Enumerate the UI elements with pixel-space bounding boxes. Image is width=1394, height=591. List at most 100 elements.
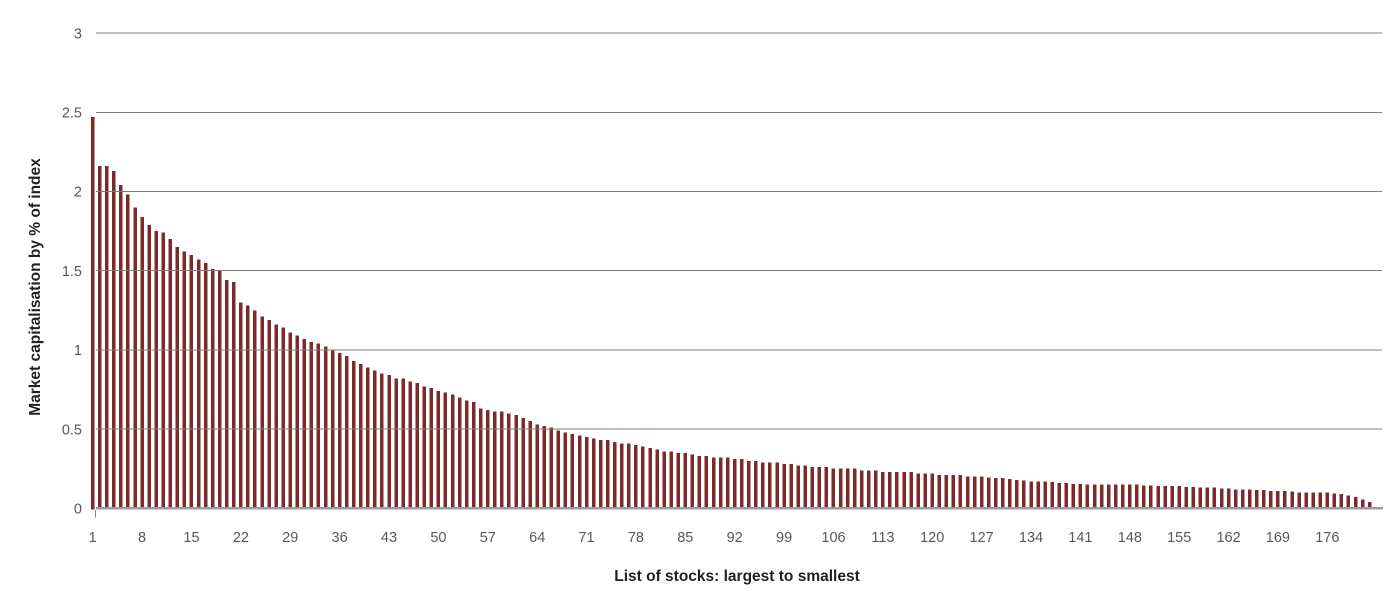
y-tick-label: 1 (74, 343, 82, 359)
bar (1156, 486, 1160, 510)
bar (316, 343, 321, 510)
bar (732, 459, 737, 510)
bar (831, 468, 836, 510)
x-tick-label: 106 (821, 530, 845, 546)
bar (669, 451, 673, 510)
bar (1099, 484, 1104, 510)
bar (288, 332, 292, 510)
bar (1367, 501, 1372, 510)
bar (436, 391, 441, 510)
bar (972, 476, 977, 510)
bar (175, 246, 180, 510)
bar (888, 471, 892, 510)
x-tick-label: 92 (727, 530, 743, 546)
x-tick-labels: 1 8 15 22 29 36 43 50 57 64 71 78 85 92 99 106 113 120 127… (89, 530, 1340, 546)
bar (182, 251, 187, 510)
bar (909, 471, 913, 510)
bar (789, 463, 793, 510)
x-tick-label: 29 (282, 530, 298, 546)
bar (500, 411, 504, 510)
x-tick-label: 43 (381, 530, 397, 546)
bar (1283, 490, 1287, 510)
bar (627, 443, 631, 510)
bar (366, 367, 370, 510)
bar (605, 440, 610, 510)
bar (535, 424, 539, 510)
x-tick-label: 176 (1315, 530, 1339, 546)
bar (387, 375, 391, 510)
bar (1360, 499, 1365, 510)
bar (1135, 484, 1139, 510)
bar (521, 418, 525, 510)
bar (1262, 490, 1266, 510)
bar (965, 476, 970, 510)
bar (359, 364, 363, 510)
bar (1078, 483, 1083, 510)
bar (514, 414, 518, 510)
bar (189, 254, 194, 510)
bar (1311, 492, 1315, 510)
bar (986, 477, 991, 510)
bar (253, 310, 257, 510)
bar (803, 465, 807, 510)
bar (761, 462, 765, 510)
bar (422, 386, 427, 510)
bar (1240, 489, 1245, 510)
bar (747, 460, 751, 510)
bars (90, 117, 1372, 510)
bar (958, 475, 963, 510)
bar (881, 471, 885, 510)
bar (1128, 484, 1132, 510)
bar (591, 438, 596, 510)
bar (1304, 492, 1308, 510)
bar (133, 207, 137, 510)
x-tick-label: 57 (480, 530, 496, 546)
bar (147, 224, 151, 510)
y-tick-label: 0 (74, 502, 82, 518)
x-tick-label: 148 (1118, 530, 1142, 546)
bar (1170, 486, 1174, 510)
bar (528, 421, 532, 510)
bar (620, 443, 624, 510)
bar (768, 462, 772, 510)
bar (1353, 497, 1358, 510)
bar (196, 259, 201, 510)
bar (493, 411, 497, 510)
bar (217, 270, 222, 510)
bar (556, 430, 561, 510)
bar (1163, 486, 1167, 510)
bar (267, 319, 271, 510)
bar (373, 370, 377, 510)
x-tick-label: 71 (578, 530, 594, 546)
bar (203, 262, 208, 510)
bar (725, 457, 730, 510)
bar (154, 231, 158, 510)
bar (598, 440, 603, 510)
bar (549, 427, 554, 510)
bar (782, 463, 786, 510)
bar (295, 335, 300, 510)
bar (274, 324, 278, 510)
bar (507, 413, 511, 510)
bar (168, 239, 173, 510)
y-tick-label: 1.5 (62, 264, 82, 280)
x-tick-label: 50 (430, 530, 446, 546)
x-tick-label: 15 (183, 530, 199, 546)
bar (979, 476, 984, 510)
bar (232, 281, 236, 510)
bar (1085, 484, 1090, 510)
bar (1332, 493, 1337, 510)
x-tick-label: 36 (332, 530, 348, 546)
bar (824, 467, 829, 510)
x-tick-label: 162 (1216, 530, 1240, 546)
bar (570, 433, 575, 510)
bar (90, 117, 95, 510)
bar (119, 185, 123, 510)
gridlines (96, 32, 1382, 430)
bar (1191, 486, 1196, 510)
x-tick-label: 113 (871, 530, 894, 546)
bar (401, 378, 405, 510)
bar (648, 448, 652, 510)
